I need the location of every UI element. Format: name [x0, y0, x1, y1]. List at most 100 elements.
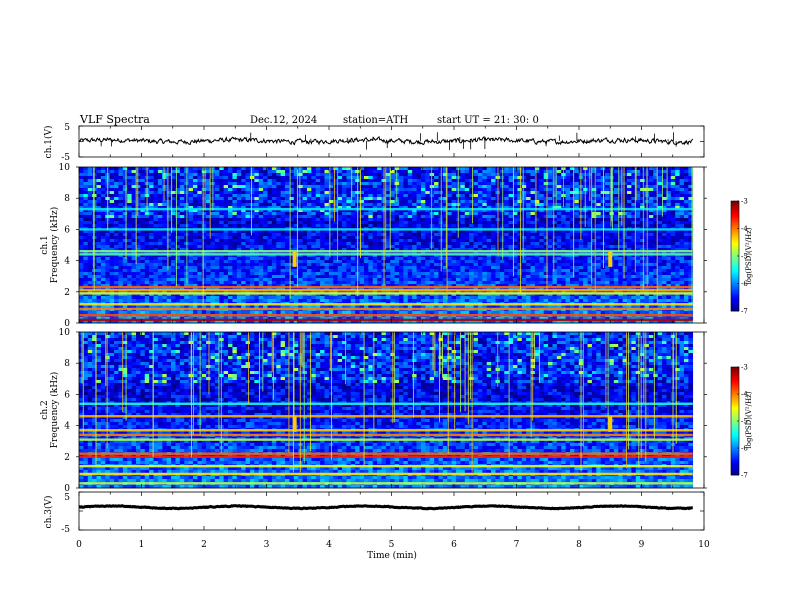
spec-cell	[285, 167, 290, 171]
spec-cell	[574, 242, 580, 246]
spec-cell	[210, 260, 216, 264]
spec-cell	[135, 203, 141, 207]
spec-cell	[228, 185, 233, 189]
spec-cell	[350, 245, 356, 249]
spec-cell	[491, 233, 496, 237]
spec-cell	[596, 185, 601, 189]
spec-cell	[333, 206, 338, 210]
spec-cell	[517, 179, 523, 183]
spec-cell	[657, 257, 663, 261]
spec-cell	[640, 188, 645, 192]
spec-cell	[464, 263, 470, 267]
spec-cell	[618, 257, 623, 261]
spec-cell	[552, 257, 558, 261]
spec-cell	[245, 266, 251, 270]
spec-cell	[504, 239, 509, 243]
spec-cell	[434, 167, 439, 171]
spec-cell	[223, 173, 229, 177]
spec-cell	[302, 167, 308, 171]
spec-cell	[276, 206, 281, 210]
spec-cell	[346, 257, 352, 261]
spec-cell	[635, 170, 641, 174]
spec-cell	[289, 167, 295, 171]
spec-cell	[640, 191, 645, 195]
spec-cell	[526, 191, 531, 195]
spec-cell	[363, 254, 369, 258]
spec-cell	[267, 206, 273, 210]
spec-cell	[79, 212, 84, 216]
spec-cell	[385, 248, 391, 252]
spec-cell	[171, 218, 176, 222]
spec-cell	[337, 194, 343, 198]
spec-cell	[197, 212, 203, 216]
spec-cell	[513, 215, 518, 219]
spec-cell	[613, 260, 619, 264]
spec-cell	[526, 173, 531, 177]
spec-cell	[530, 176, 536, 180]
spec-cell	[508, 182, 514, 186]
spec-cell	[596, 236, 601, 240]
spec-cell	[513, 266, 518, 270]
spec-cell	[206, 212, 211, 216]
spec-cell	[640, 194, 645, 198]
spec-cell	[416, 176, 422, 180]
spec-cell	[508, 236, 514, 240]
spec-cell	[118, 257, 124, 261]
spec-cell	[565, 200, 571, 204]
spec-cell	[385, 242, 391, 246]
spec-cell	[254, 173, 260, 177]
spec-cell	[83, 257, 89, 261]
spec-cell	[157, 170, 163, 174]
spec-cell	[613, 185, 619, 189]
spec-cell	[254, 212, 260, 216]
spec-cell	[526, 197, 531, 201]
spec-cell	[320, 176, 325, 180]
spec-cell	[359, 203, 365, 207]
spec-cell	[122, 212, 128, 216]
spec-cell	[434, 215, 439, 219]
spec-cell	[157, 260, 163, 264]
spec-cell	[688, 197, 694, 201]
spec-cell	[83, 170, 89, 174]
spec-cell	[539, 218, 544, 222]
spec-cell	[100, 251, 106, 255]
spec-cell	[403, 224, 409, 228]
spec-cell	[328, 200, 334, 204]
spec-cell	[640, 176, 645, 180]
spec-cell	[280, 206, 286, 210]
spec-cell	[552, 224, 558, 228]
spec-cell	[626, 245, 632, 249]
spec-cell	[482, 248, 487, 252]
spec-cell	[241, 167, 246, 171]
spec-cell	[626, 206, 632, 210]
spec-cell	[372, 191, 378, 195]
spec-cell	[403, 248, 409, 252]
spec-cell	[587, 251, 593, 255]
spec-cell	[552, 221, 558, 225]
spec-cell	[127, 185, 132, 189]
spec-cell	[605, 233, 610, 237]
spec-cell	[600, 209, 606, 213]
spec-cell	[613, 230, 619, 234]
spec-cell	[328, 263, 334, 267]
spec-cell	[285, 242, 290, 246]
spec-cell	[219, 254, 224, 258]
spec-cell	[570, 194, 575, 198]
spec-cell	[267, 215, 273, 219]
spec-cell	[197, 167, 203, 171]
spec-cell	[394, 257, 400, 261]
spec-cell	[460, 254, 466, 258]
spec-cell	[587, 263, 593, 267]
spec-cell	[495, 269, 501, 273]
spec-cell	[192, 266, 198, 270]
spec-cell	[591, 194, 597, 198]
spec-cell	[613, 233, 619, 237]
spec-cell	[210, 239, 216, 243]
spec-cell	[359, 242, 365, 246]
spec-cell	[442, 188, 448, 192]
spec-cell	[442, 212, 448, 216]
spec-cell	[346, 224, 352, 228]
spec-cell	[534, 179, 540, 183]
spec-cell	[276, 266, 281, 270]
spec-cell	[311, 206, 317, 210]
